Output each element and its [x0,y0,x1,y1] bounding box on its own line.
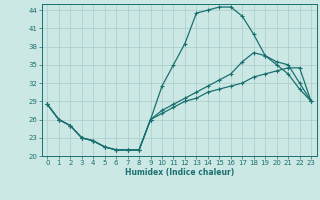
X-axis label: Humidex (Indice chaleur): Humidex (Indice chaleur) [124,168,234,177]
